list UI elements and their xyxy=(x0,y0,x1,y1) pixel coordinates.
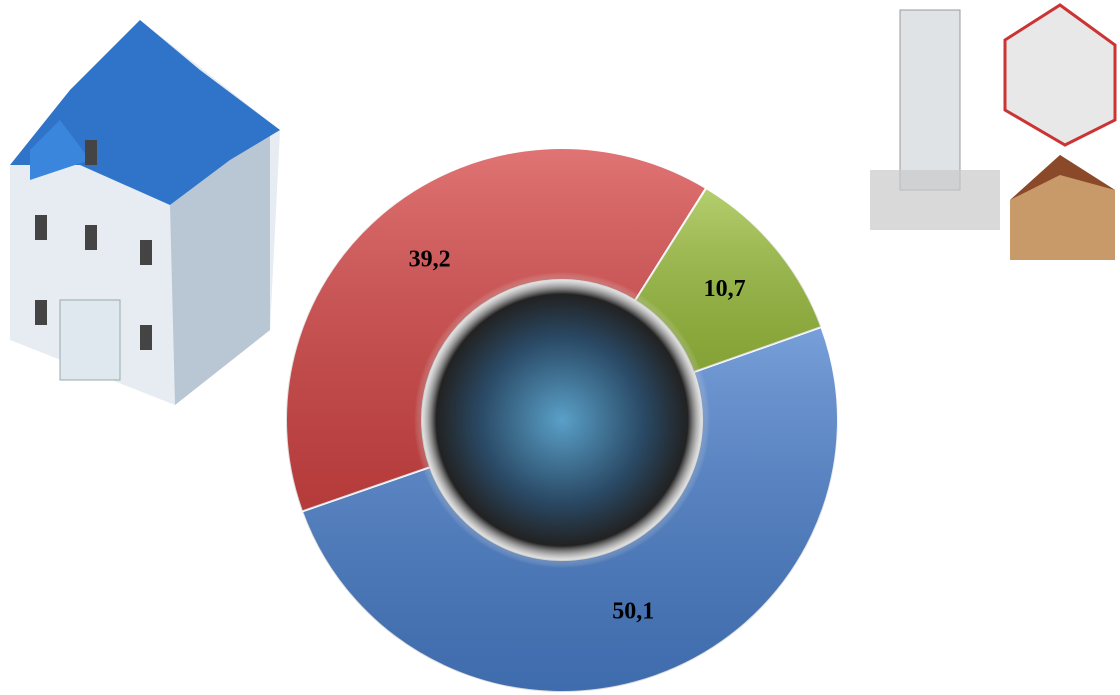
data-labels: 50,1 39,2 10,7 xyxy=(409,246,746,624)
house-illustration xyxy=(10,20,280,405)
value-label: 50,1 xyxy=(612,598,654,624)
segment-shine xyxy=(635,188,822,373)
segment-shine xyxy=(285,147,707,512)
center-image xyxy=(414,272,710,568)
value-label: 10,7 xyxy=(704,276,746,302)
buildings-illustration xyxy=(870,3,1117,260)
value-label: 39,2 xyxy=(409,246,451,272)
